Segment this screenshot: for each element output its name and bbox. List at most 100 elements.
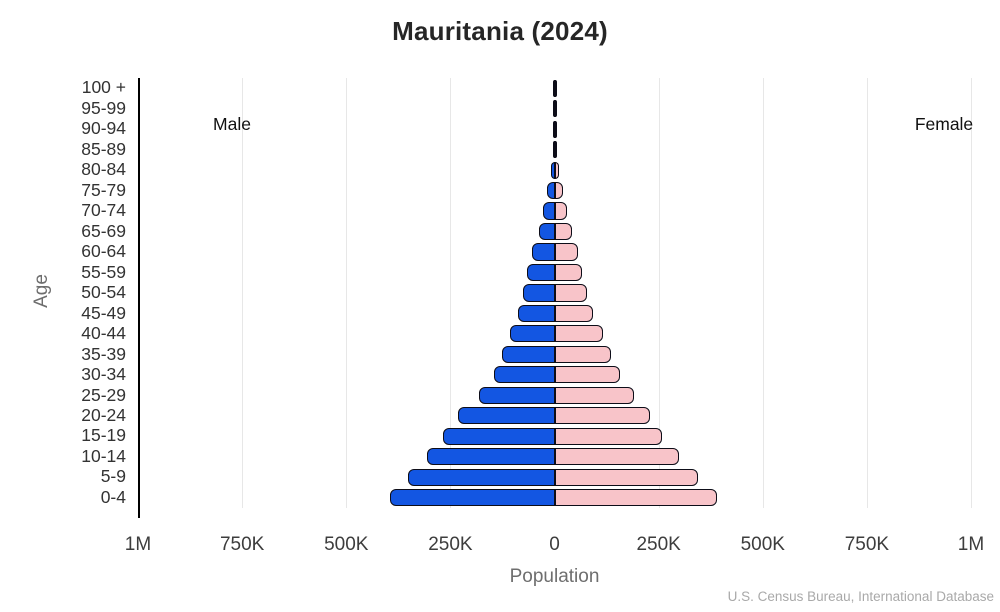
male-half: [138, 487, 555, 507]
female-bar-25-29: [554, 386, 634, 404]
pyramid-row-15-19: [138, 426, 971, 446]
male-bar-60-64: [532, 243, 555, 261]
age-tick-label: 65-69: [81, 220, 126, 241]
female-bar-90-94: [554, 120, 557, 138]
female-half: [554, 160, 972, 180]
female-bar-60-64: [554, 243, 578, 261]
male-half: [138, 242, 555, 262]
female-half: [554, 406, 972, 426]
pyramid-row-0-4: [138, 487, 971, 507]
male-bar-95-99: [552, 100, 555, 118]
female-bar-75-79: [554, 181, 564, 200]
gridline: [762, 78, 764, 508]
pyramid-row-80-84: [138, 160, 971, 180]
x-tick-label: 250K: [428, 534, 473, 555]
y-axis-title: Age: [31, 274, 52, 308]
pyramid-row-75-79: [138, 180, 971, 200]
gridline: [450, 78, 452, 508]
age-tick-label: 20-24: [81, 404, 126, 425]
male-half: [138, 78, 555, 98]
female-half: [554, 426, 972, 446]
male-bar-15-19: [443, 427, 555, 445]
male-half: [138, 467, 555, 487]
male-bar-100+: [552, 79, 555, 97]
male-series-label: Male: [213, 114, 251, 134]
gridline: [971, 78, 972, 508]
female-bar-40-44: [554, 325, 604, 343]
female-bar-30-34: [554, 366, 620, 384]
x-tick-label: 250K: [636, 534, 681, 555]
age-tick-label: 5-9: [100, 466, 126, 487]
gridline: [866, 78, 868, 508]
male-half: [138, 160, 555, 180]
female-half: [554, 344, 972, 364]
pyramid-row-40-44: [138, 324, 971, 344]
female-half: [554, 487, 972, 507]
pyramid-row-60-64: [138, 242, 971, 262]
pyramid-row-100+: [138, 78, 971, 98]
age-tick-label: 35-39: [81, 343, 126, 364]
female-bar-65-69: [554, 222, 572, 241]
male-bar-50-54: [522, 284, 555, 302]
age-tick-label: 15-19: [81, 425, 126, 446]
x-tick-label: 1M: [124, 534, 152, 555]
female-half: [554, 98, 972, 118]
male-bar-80-84: [550, 161, 555, 179]
pyramid-row-50-54: [138, 283, 971, 303]
pyramid-row-20-24: [138, 406, 971, 426]
male-bar-45-49: [518, 304, 555, 322]
male-half: [138, 303, 555, 323]
male-bar-0-4: [389, 489, 555, 507]
female-half: [554, 119, 972, 139]
age-tick-label: 100 +: [81, 77, 126, 98]
age-tick-label: 25-29: [81, 384, 126, 405]
male-bar-85-89: [552, 141, 555, 159]
age-tick-label: 55-59: [81, 261, 126, 282]
gridline: [242, 78, 244, 508]
x-tick-label: 500K: [740, 534, 785, 555]
female-bar-15-19: [554, 427, 663, 445]
x-tick-label: 750K: [844, 534, 890, 555]
x-tick-label: 0: [549, 534, 560, 555]
pyramid-row-90-94: [138, 119, 971, 139]
age-tick-label: 70-74: [81, 200, 126, 221]
age-tick-label: 95-99: [81, 97, 126, 118]
male-half: [138, 426, 555, 446]
male-bar-40-44: [509, 325, 555, 343]
age-tick-label: 50-54: [81, 282, 126, 303]
male-bar-55-59: [526, 263, 555, 282]
female-bar-35-39: [554, 345, 611, 363]
male-bar-30-34: [493, 366, 555, 384]
male-half: [138, 98, 555, 118]
female-bar-80-84: [554, 161, 560, 179]
male-half: [138, 119, 555, 139]
age-tick-label: 85-89: [81, 138, 126, 159]
female-half: [554, 324, 972, 344]
male-half: [138, 283, 555, 303]
male-half: [138, 324, 555, 344]
female-bar-10-14: [554, 448, 680, 466]
female-half: [554, 385, 972, 405]
male-bar-75-79: [546, 181, 555, 200]
x-tick-label: 750K: [219, 534, 265, 555]
male-bar-70-74: [542, 202, 555, 220]
male-half: [138, 180, 555, 200]
male-half: [138, 201, 555, 221]
pyramid-row-65-69: [138, 221, 971, 241]
male-half: [138, 365, 555, 385]
pyramid-row-55-59: [138, 262, 971, 282]
pyramid-row-95-99: [138, 98, 971, 118]
female-half: [554, 201, 972, 221]
male-half: [138, 262, 555, 282]
age-tick-label: 0-4: [100, 486, 126, 507]
pyramid-row-45-49: [138, 303, 971, 323]
x-tick-label: 500K: [324, 534, 369, 555]
age-tick-label: 80-84: [81, 159, 126, 180]
pyramid-rows: [138, 78, 971, 508]
pyramid-row-30-34: [138, 365, 971, 385]
female-half: [554, 446, 972, 466]
pyramid-row-10-14: [138, 446, 971, 466]
male-bar-10-14: [427, 448, 555, 466]
age-tick-label: 40-44: [81, 323, 126, 344]
